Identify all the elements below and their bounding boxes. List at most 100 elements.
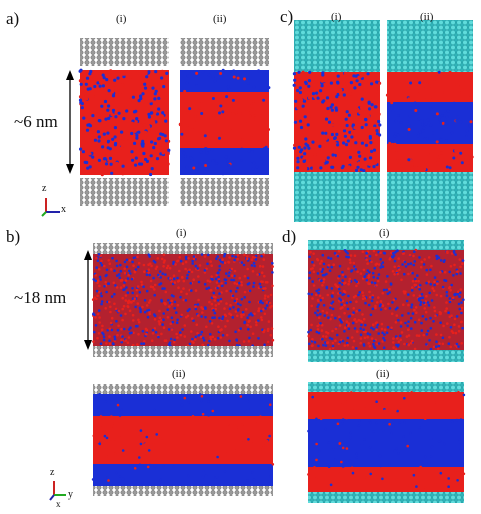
panel-b-scale-label: ~18 nm <box>14 288 67 307</box>
particle <box>441 116 445 120</box>
particle <box>379 258 383 261</box>
particle <box>414 279 418 283</box>
particle <box>161 323 164 326</box>
particle <box>183 136 187 140</box>
particle <box>98 71 102 75</box>
particle <box>337 473 341 477</box>
particle <box>374 152 378 157</box>
particle <box>437 489 441 492</box>
particle <box>330 123 334 127</box>
particle <box>322 273 326 277</box>
particle <box>237 94 241 98</box>
particle <box>449 345 453 349</box>
particle <box>346 343 350 347</box>
particle <box>266 329 270 333</box>
particle <box>131 260 134 264</box>
particle <box>342 93 346 97</box>
particle <box>448 285 452 289</box>
particle <box>153 288 156 291</box>
particle <box>327 120 332 124</box>
particle <box>375 400 378 404</box>
particle <box>427 461 431 465</box>
particle <box>383 328 387 332</box>
particle <box>95 256 98 260</box>
particle <box>382 422 386 426</box>
particle <box>331 329 334 333</box>
particle <box>309 328 313 332</box>
particle <box>270 327 274 330</box>
particle <box>123 271 127 275</box>
particle <box>417 334 421 338</box>
particle <box>342 96 346 100</box>
particle <box>432 320 435 323</box>
particle <box>189 114 193 118</box>
particle <box>317 344 320 348</box>
particle <box>121 318 124 322</box>
particle <box>236 253 240 257</box>
particle <box>324 74 328 78</box>
particle <box>135 294 139 298</box>
particle <box>397 393 401 397</box>
particle <box>362 317 366 321</box>
particle <box>347 324 350 328</box>
particle <box>461 326 464 330</box>
particle <box>451 296 455 300</box>
panel-c-i-bottom-wall <box>294 172 380 222</box>
particle <box>352 339 356 343</box>
particle <box>299 98 304 102</box>
particle <box>310 293 314 296</box>
particle <box>98 316 101 319</box>
panel-b-i <box>91 243 275 357</box>
particle <box>266 281 269 284</box>
particle <box>255 139 259 143</box>
particle <box>125 286 128 289</box>
particle <box>252 478 256 481</box>
particle <box>437 256 441 260</box>
particle <box>246 407 250 411</box>
particle <box>263 329 266 332</box>
particle <box>195 119 199 123</box>
particle <box>459 418 463 421</box>
particle <box>400 331 404 334</box>
particle <box>457 345 460 348</box>
particle <box>406 444 410 448</box>
particle <box>186 314 190 318</box>
particle <box>107 479 110 482</box>
particle <box>107 453 111 457</box>
particle <box>380 322 384 326</box>
particle <box>429 327 433 330</box>
particle <box>139 94 143 98</box>
particle <box>406 484 410 487</box>
particle <box>250 159 254 163</box>
particle <box>413 347 417 351</box>
particle <box>116 333 119 337</box>
particle <box>248 319 251 323</box>
particle <box>164 119 168 123</box>
particle <box>309 267 313 271</box>
particle <box>354 165 358 169</box>
particle <box>85 160 89 165</box>
particle <box>258 301 262 304</box>
particle <box>313 466 316 469</box>
particle <box>379 308 383 311</box>
particle <box>319 116 323 120</box>
particle <box>185 411 188 415</box>
particle <box>113 335 116 339</box>
particle <box>236 314 239 318</box>
particle <box>136 302 140 305</box>
particle <box>122 75 126 79</box>
particle <box>143 82 147 86</box>
particle <box>445 290 449 294</box>
particle <box>426 301 430 304</box>
particle <box>311 280 315 283</box>
particle <box>101 166 105 170</box>
particle <box>79 82 83 86</box>
particle <box>457 390 460 394</box>
particle <box>429 282 433 286</box>
particle <box>217 284 221 288</box>
particle <box>145 304 149 307</box>
particle <box>336 143 340 147</box>
particle <box>265 304 269 307</box>
particle <box>404 265 408 268</box>
particle <box>187 270 191 274</box>
